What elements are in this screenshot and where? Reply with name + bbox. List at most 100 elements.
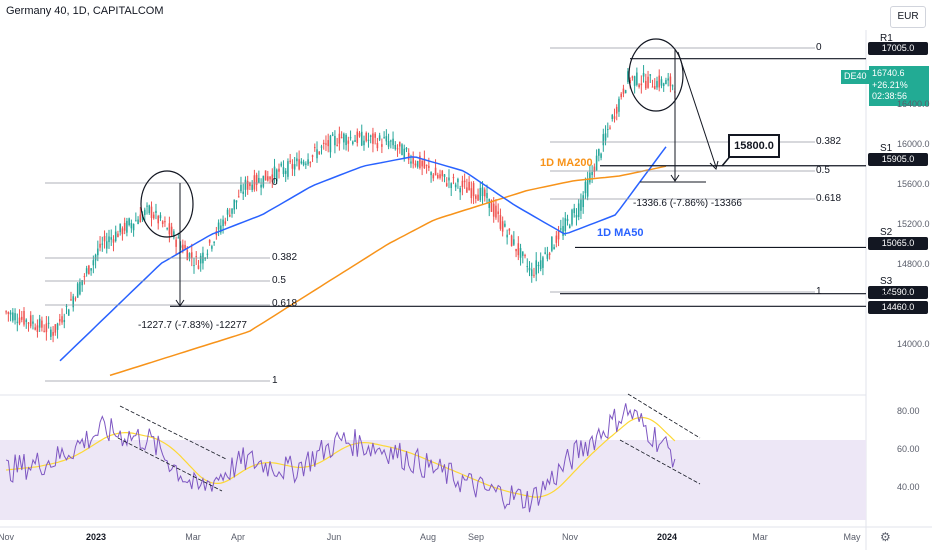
gear-icon[interactable]: ⚙ — [880, 530, 891, 544]
candle-body — [600, 153, 602, 158]
fib-left-0382: 0.382 — [272, 252, 298, 263]
candle-body — [615, 106, 618, 114]
candle-body — [282, 167, 285, 175]
candle-body — [88, 265, 90, 275]
candle-body — [459, 188, 461, 193]
candle-body — [539, 260, 542, 270]
candle-body — [394, 144, 397, 150]
candle-body — [244, 179, 247, 190]
candle-body — [403, 148, 406, 160]
candle-body — [340, 137, 343, 139]
level-tag-s4: 14460.0 — [868, 301, 928, 314]
candle-body — [72, 296, 75, 308]
candle-body — [34, 327, 36, 330]
projection-arrow-head — [709, 160, 719, 170]
candle-body — [669, 76, 672, 87]
candle-body — [313, 147, 316, 149]
candle-body — [271, 174, 274, 182]
y-tick: 16000.0 — [897, 139, 930, 149]
x-tick: Mar — [752, 532, 768, 542]
top-ellipse-left — [140, 170, 194, 238]
last-price: 16740.6 — [872, 68, 905, 78]
candle-body — [287, 161, 289, 177]
candle-body — [463, 180, 466, 183]
candle-body — [182, 244, 184, 252]
fib-right-0618: 0.618 — [816, 193, 842, 204]
candle-body — [327, 140, 329, 147]
candle-body — [582, 195, 584, 208]
candle-body — [311, 155, 314, 157]
candle-body — [638, 84, 640, 88]
candle-body — [334, 135, 336, 146]
candle-body — [671, 85, 674, 87]
candle-body — [367, 139, 370, 141]
rsi-channel-right-bottom — [619, 439, 701, 485]
candle-body — [79, 281, 81, 295]
measure-right-arrow — [670, 174, 680, 182]
candle-body — [544, 252, 546, 254]
fib-left-0: 0 — [272, 177, 278, 188]
bar-countdown: 02:38:56 — [872, 91, 908, 101]
target-callout[interactable]: 15800.0 — [728, 134, 780, 158]
candle-body — [645, 80, 647, 89]
candle-body — [190, 252, 193, 259]
level-name-s1: S1 — [880, 143, 893, 154]
rsi-channel-left-bottom — [117, 437, 223, 492]
candle-body — [412, 157, 414, 164]
level-tag-s1: 15905.0 — [868, 153, 928, 166]
candle-body — [128, 218, 130, 225]
rsi-channel-left-top — [119, 405, 227, 460]
candle-body — [363, 140, 365, 146]
candle-body — [90, 268, 92, 271]
y-tick: 15600.0 — [897, 179, 930, 189]
candle-body — [439, 174, 441, 178]
rsi-band — [0, 440, 866, 520]
candle-body — [347, 140, 350, 144]
candle-body — [620, 93, 622, 98]
candle-body — [472, 183, 475, 197]
candle-body — [195, 256, 198, 258]
candle-body — [647, 76, 649, 88]
candle-body — [396, 148, 399, 150]
candle-body — [390, 140, 392, 142]
candle-body — [9, 312, 12, 315]
candle-body — [448, 177, 450, 181]
candle-body — [329, 135, 332, 153]
level-name-s2: S2 — [880, 227, 893, 238]
candle-body — [560, 228, 562, 230]
candle-body — [316, 149, 318, 159]
candle-body — [606, 129, 609, 131]
candle-body — [414, 163, 417, 166]
candle-body — [226, 209, 229, 215]
candle-body — [492, 203, 495, 217]
candle-body — [164, 221, 166, 223]
candle-body — [211, 246, 213, 249]
candle-body — [275, 169, 278, 182]
candle-body — [146, 205, 148, 207]
candle-body — [660, 79, 663, 86]
candle-body — [356, 131, 359, 143]
top-ellipse-right — [628, 38, 684, 112]
currency-button[interactable]: EUR — [890, 6, 926, 28]
candle-body — [566, 218, 569, 222]
candle-body — [564, 218, 567, 232]
candle-body — [76, 283, 79, 298]
ma50-line — [59, 146, 667, 362]
projection-arrow — [677, 51, 717, 168]
candle-body — [586, 178, 589, 197]
candle-body — [345, 134, 347, 146]
candle-body — [179, 245, 182, 248]
measure-left: -1227.7 (-7.83%) -12277 — [138, 320, 247, 331]
candle-body — [83, 276, 86, 278]
candle-body — [16, 321, 19, 323]
candle-body — [591, 171, 593, 176]
x-tick: 2023 — [85, 532, 107, 542]
candle-body — [240, 184, 242, 192]
candle-body — [535, 260, 537, 275]
candle-body — [365, 132, 368, 141]
x-tick: Nov — [561, 532, 579, 542]
candle-body — [117, 233, 119, 238]
candle-body — [144, 209, 146, 216]
candle-body — [184, 244, 186, 249]
